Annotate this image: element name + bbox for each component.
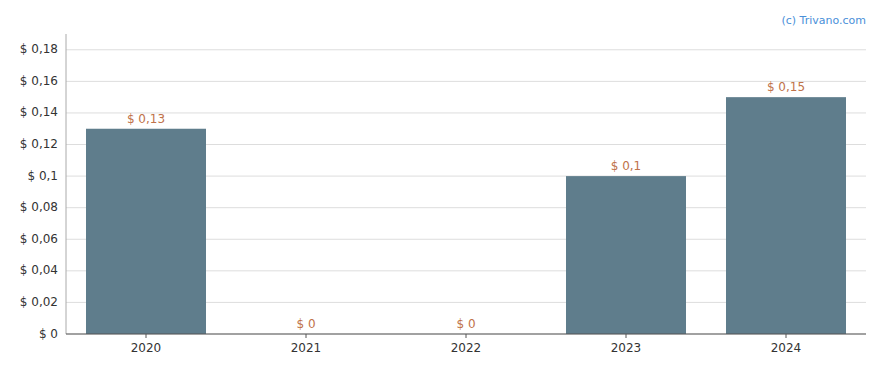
chart-container: $ 0 $ 0,02 $ 0,04 $ 0,06 $ 0,08 $ 0,1 $ 0,12 $ … (0, 0, 888, 370)
y-tick-label: $ 0 (39, 327, 58, 341)
data-label: $ 0 (456, 317, 475, 331)
y-tick-label: $ 0,08 (20, 200, 58, 214)
data-label: $ 0 (296, 317, 315, 331)
data-labels: $ 0,13 $ 0 $ 0 $ 0,1 $ 0,15 (127, 80, 805, 331)
grid-line (66, 81, 866, 82)
y-tick-label: $ 0,18 (20, 42, 58, 56)
y-tick-label: $ 0,06 (20, 232, 58, 246)
y-tick-label: $ 0,14 (20, 105, 58, 119)
y-tick-label: $ 0,02 (20, 295, 58, 309)
data-label: $ 0,15 (767, 80, 805, 94)
x-tick-label: 2021 (291, 341, 322, 355)
bar (726, 97, 846, 334)
bar (566, 176, 686, 334)
x-tick (786, 334, 787, 338)
x-tick-label: 2023 (611, 341, 642, 355)
bars (86, 97, 846, 334)
watermark: (c) Trivano.com (781, 14, 866, 27)
y-tick-label: $ 0,1 (27, 169, 58, 183)
y-axis: $ 0 $ 0,02 $ 0,04 $ 0,06 $ 0,08 $ 0,1 $ 0,12 $ … (20, 34, 66, 341)
y-tick-label: $ 0,16 (20, 74, 58, 88)
x-tick-label: 2022 (451, 341, 482, 355)
x-tick (466, 334, 467, 338)
data-label: $ 0,1 (611, 159, 642, 173)
y-tick-label: $ 0,12 (20, 137, 58, 151)
chart: $ 0 $ 0,02 $ 0,04 $ 0,06 $ 0,08 $ 0,1 $ 0,12 $ … (0, 0, 888, 370)
bar (86, 129, 206, 334)
x-axis: 2020 2021 2022 2023 2024 (66, 334, 866, 355)
x-tick (306, 334, 307, 338)
x-tick (146, 334, 147, 338)
data-label: $ 0,13 (127, 112, 165, 126)
grid-line (66, 49, 866, 50)
x-tick-label: 2024 (771, 341, 802, 355)
y-tick-label: $ 0,04 (20, 263, 58, 277)
y-axis-line (66, 34, 67, 334)
grid (66, 50, 866, 334)
x-tick-label: 2020 (131, 341, 162, 355)
x-tick (626, 334, 627, 338)
